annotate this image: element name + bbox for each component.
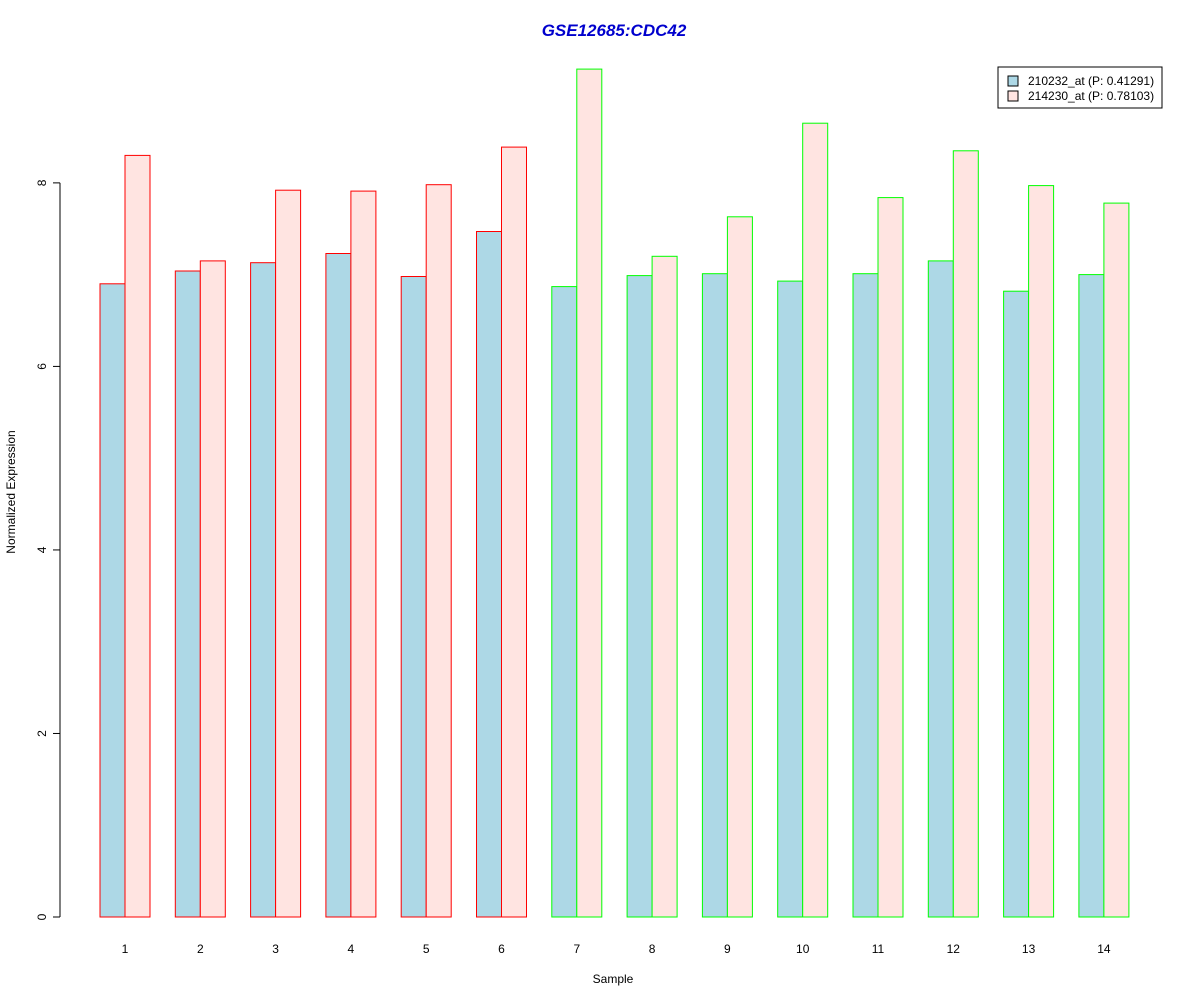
y-tick-label: 8: [35, 179, 49, 186]
x-axis-label: Sample: [593, 972, 634, 986]
bar-sample-11-series-2: [877, 197, 904, 918]
x-tick-label: 1: [122, 942, 129, 956]
chart-title: GSE12685:CDC42: [542, 21, 687, 40]
bars-group: [99, 68, 1130, 918]
bar-sample-4-series-1: [325, 253, 352, 918]
bar-sample-8-series-2: [651, 255, 678, 918]
y-axis: 0 2 4 6 8: [35, 179, 61, 920]
bar-sample-8-series-1: [626, 275, 653, 918]
x-tick-label: 2: [197, 942, 204, 956]
legend-label-214230: 214230_at (P: 0.78103): [1028, 89, 1154, 103]
x-tick-label: 10: [796, 942, 810, 956]
legend-box: [997, 66, 1163, 109]
x-tick-label: 14: [1097, 942, 1111, 956]
bar-sample-6-series-1: [476, 231, 502, 918]
x-tick-labels: 1 2 3 4 5 6 7 8 9 10 11 12 13 14: [122, 942, 1111, 956]
legend-swatch-214230: [1007, 90, 1019, 102]
bar-sample-5-series-2: [425, 184, 452, 918]
y-tick-label: 6: [35, 363, 49, 370]
bar-sample-14-series-1: [1078, 274, 1105, 918]
bar-sample-10-series-2: [802, 122, 829, 918]
bar-sample-9-series-2: [726, 216, 753, 918]
bar-sample-1-series-1: [99, 283, 126, 918]
legend-label-210232: 210232_at (P: 0.41291): [1028, 74, 1154, 88]
bar-sample-3-series-2: [275, 189, 302, 918]
y-tick-label: 0: [35, 913, 49, 920]
bar-sample-4-series-2: [350, 190, 377, 918]
bar-sample-12-series-2: [952, 150, 979, 918]
x-tick-label: 9: [724, 942, 731, 956]
bar-sample-7-series-1: [551, 286, 578, 918]
bar-sample-10-series-1: [777, 280, 804, 918]
bar-sample-3-series-1: [250, 262, 277, 918]
bar-sample-2-series-1: [174, 270, 201, 918]
bar-sample-1-series-2: [124, 154, 151, 918]
x-tick-label: 13: [1022, 942, 1036, 956]
x-tick-label: 11: [872, 942, 885, 956]
bar-sample-2-series-2: [199, 260, 226, 918]
y-axis-label: Normalized Expression: [4, 430, 18, 553]
bar-sample-14-series-2: [1103, 202, 1130, 918]
y-tick-label: 2: [35, 730, 49, 737]
bar-sample-9-series-1: [701, 273, 728, 918]
x-tick-label: 3: [272, 942, 279, 956]
x-tick-label: 8: [649, 942, 656, 956]
bar-sample-5-series-1: [400, 276, 427, 918]
y-tick-label: 4: [35, 546, 49, 553]
x-tick-label: 7: [573, 942, 580, 956]
legend-swatch-210232: [1007, 75, 1019, 87]
bar-sample-12-series-1: [927, 260, 954, 918]
bar-sample-7-series-2: [576, 68, 603, 918]
bar-sample-6-series-2: [501, 146, 527, 918]
legend: 210232_at (P: 0.41291) 214230_at (P: 0.7…: [997, 66, 1163, 109]
x-tick-label: 12: [947, 942, 961, 956]
x-tick-label: 4: [348, 942, 355, 956]
x-tick-label: 6: [498, 942, 505, 956]
bar-sample-13-series-2: [1028, 185, 1055, 918]
bar-sample-11-series-1: [852, 273, 879, 918]
bar-sample-13-series-1: [1003, 290, 1030, 918]
x-tick-label: 5: [423, 942, 430, 956]
